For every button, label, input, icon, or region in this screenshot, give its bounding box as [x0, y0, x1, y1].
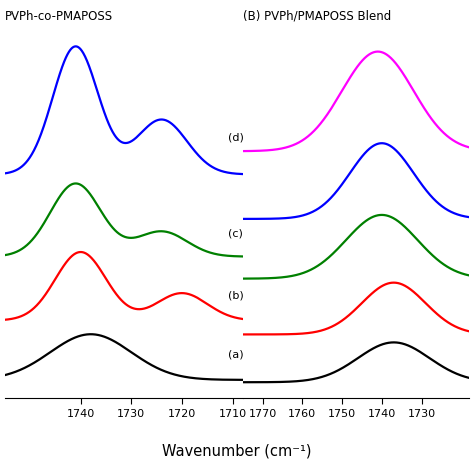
Text: PVPh-co-PMAPOSS: PVPh-co-PMAPOSS [5, 9, 113, 23]
Text: (c): (c) [228, 229, 243, 239]
Text: (a): (a) [228, 350, 244, 360]
Text: (b): (b) [228, 291, 244, 301]
Text: (d): (d) [228, 133, 245, 143]
Text: Wavenumber (cm⁻¹): Wavenumber (cm⁻¹) [162, 443, 312, 458]
Text: (B) PVPh/PMAPOSS Blend: (B) PVPh/PMAPOSS Blend [243, 9, 391, 23]
